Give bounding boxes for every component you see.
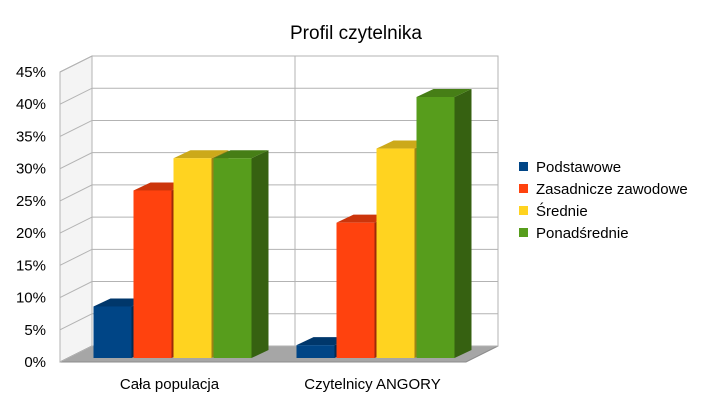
y-tick-label: 35% xyxy=(16,128,46,145)
gridline xyxy=(59,87,498,105)
legend-swatch xyxy=(519,206,528,215)
bar-side xyxy=(251,150,269,358)
y-tick-label: 10% xyxy=(16,290,46,307)
legend: Podstawowe Zasadnicze zawodowe Średnie Pona… xyxy=(519,159,688,242)
bar-front xyxy=(296,345,335,358)
bar-front xyxy=(336,222,375,358)
bar-top xyxy=(416,89,472,97)
legend-label: Ponadśrednie xyxy=(536,225,629,242)
x-tick-label: Cała populacja xyxy=(120,376,220,393)
x-axis: Cała populacja Czytelnicy ANGORY xyxy=(120,376,441,393)
chart-title: Profil czytelnika xyxy=(290,23,422,44)
bar xyxy=(213,150,269,358)
gridline xyxy=(59,152,498,170)
bar-front xyxy=(213,158,252,358)
bar-front xyxy=(376,148,415,358)
legend-label: Podstawowe xyxy=(536,159,621,176)
bar-front xyxy=(416,97,455,358)
bars xyxy=(93,89,472,358)
y-axis: 0% 5% 10% 15% 20% 25% 30% 35% 40% 45% xyxy=(16,64,46,371)
x-tick-label: Czytelnicy ANGORY xyxy=(304,376,440,393)
legend-item: Zasadnicze zawodowe xyxy=(519,181,688,198)
y-tick-label: 0% xyxy=(24,354,46,371)
gridline xyxy=(59,55,498,73)
legend-item: Ponadśrednie xyxy=(519,225,629,242)
y-tick-label: 15% xyxy=(16,257,46,274)
legend-swatch xyxy=(519,228,528,237)
y-tick-label: 20% xyxy=(16,225,46,242)
legend-swatch xyxy=(519,184,528,193)
legend-item: Podstawowe xyxy=(519,159,621,176)
y-tick-label: 40% xyxy=(16,96,46,113)
bar-top xyxy=(213,150,269,159)
bar-front xyxy=(173,158,212,358)
legend-swatch xyxy=(519,162,528,171)
legend-label: Zasadnicze zawodowe xyxy=(536,181,688,198)
bar-side xyxy=(454,89,472,358)
y-tick-label: 5% xyxy=(24,322,46,339)
legend-item: Średnie xyxy=(519,202,588,220)
y-tick-label: 25% xyxy=(16,193,46,210)
y-tick-label: 30% xyxy=(16,161,46,178)
gridline xyxy=(59,119,498,137)
legend-label: Średnie xyxy=(536,202,588,220)
bar xyxy=(416,89,472,358)
bar-top xyxy=(173,150,229,159)
gridline xyxy=(59,184,498,202)
bar-front xyxy=(93,306,132,358)
y-tick-label: 45% xyxy=(16,64,46,81)
bar-front xyxy=(133,190,172,358)
